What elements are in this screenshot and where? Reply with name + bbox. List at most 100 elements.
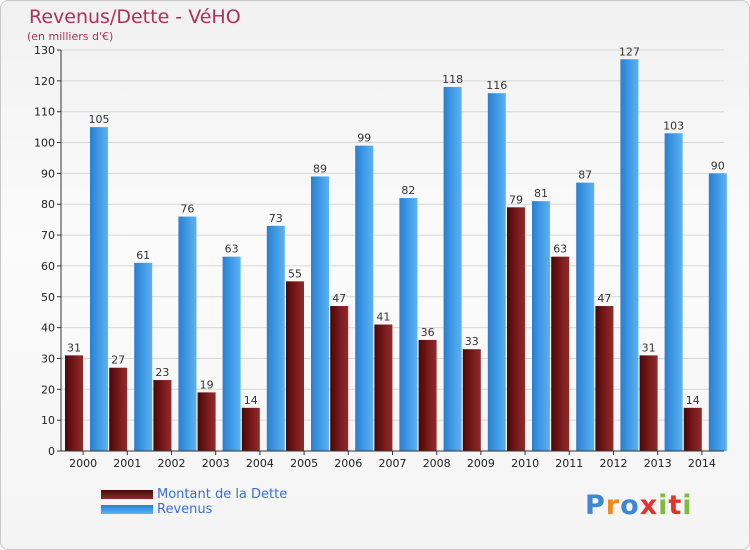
x-tick-label: 2002 [158,457,186,470]
bar-dette [639,355,658,451]
bar-dette [551,256,570,451]
data-label-revenus: 63 [225,243,239,256]
x-tick-label: 2007 [379,457,407,470]
logo-letter: r [605,490,621,521]
legend-label-revenus: Revenus [157,502,213,517]
bar-revenus [443,87,462,451]
x-tick-label: 2005 [290,457,318,470]
data-label-revenus: 118 [442,73,463,86]
legend-swatch-dette [101,490,153,499]
legend-swatch-revenus [101,505,153,514]
bar-dette [153,380,172,451]
data-label-revenus: 99 [357,132,371,145]
data-label-revenus: 81 [534,187,548,200]
x-tick-label: 2006 [334,457,362,470]
data-label-dette: 55 [288,267,302,280]
bar-revenus [708,173,727,451]
data-label-revenus: 90 [711,159,725,172]
y-tick-label: 50 [41,291,55,304]
y-tick-label: 120 [34,75,55,88]
data-label-dette: 19 [200,378,214,391]
y-tick-label: 80 [41,198,55,211]
y-tick-label: 70 [41,229,55,242]
data-label-dette: 31 [642,341,656,354]
logo-letter: o [620,490,640,521]
y-tick-label: 130 [34,44,55,57]
y-tick-label: 90 [41,167,55,180]
y-tick-label: 100 [34,137,55,150]
bar-dette [197,392,216,451]
bar-revenus [355,145,374,451]
bar-dette [462,349,481,451]
data-label-revenus: 116 [486,79,507,92]
data-label-dette: 14 [244,394,258,407]
bar-dette [507,207,525,451]
data-label-revenus: 127 [619,45,640,58]
bar-revenus [532,201,550,451]
bar-revenus [399,198,418,451]
y-tick-label: 10 [41,414,55,427]
bar-dette [241,407,260,451]
x-tick-label: 2012 [600,457,628,470]
logo-letter: x [639,490,659,521]
bar-dette [330,306,349,451]
data-label-dette: 23 [155,366,169,379]
x-tick-label: 2008 [423,457,451,470]
proxiti-logo: Proxiti [585,490,693,521]
x-tick-label: 2009 [467,457,495,470]
data-label-revenus: 105 [89,113,110,126]
data-label-revenus: 103 [663,119,684,132]
data-label-revenus: 73 [269,212,283,225]
legend-label-dette: Montant de la Dette [157,487,288,502]
bar-dette [683,407,702,451]
bar-revenus [266,225,285,451]
data-label-dette: 31 [67,341,81,354]
data-label-dette: 63 [553,243,567,256]
bar-dette [595,306,614,451]
logo-letter: t [668,490,683,521]
bar-revenus [178,216,197,451]
data-label-dette: 47 [332,292,346,305]
data-label-dette: 33 [465,335,479,348]
chart-title: Revenus/Dette - VéHO [29,6,241,28]
y-tick-label: 60 [41,260,55,273]
x-tick-label: 2014 [688,457,716,470]
x-tick-label: 2003 [202,457,230,470]
y-tick-label: 40 [41,322,55,335]
logo-letter: i [658,490,669,521]
bar-revenus [222,256,241,451]
bar-revenus [487,93,506,451]
bar-revenus [90,127,108,451]
bar-dette [109,367,128,451]
logo-letter: P [585,490,606,521]
bar-dette [374,324,393,451]
data-label-dette: 47 [597,292,611,305]
bar-dette [418,339,437,451]
bar-revenus [620,59,639,451]
y-tick-label: 110 [34,106,55,119]
bar-revenus [664,133,683,452]
data-label-revenus: 76 [180,203,194,216]
x-tick-label: 2004 [246,457,274,470]
data-label-revenus: 87 [578,169,592,182]
x-tick-label: 2001 [113,457,141,470]
bar-dette [286,281,304,451]
chart-subtitle: (en milliers d'€) [27,30,114,43]
bar-revenus [311,176,329,451]
data-label-dette: 27 [111,354,125,367]
data-label-revenus: 61 [136,249,150,262]
x-tick-label: 2010 [511,457,539,470]
bar-revenus [134,262,153,451]
y-tick-label: 0 [48,445,55,458]
data-label-dette: 36 [421,326,435,339]
y-tick-label: 30 [41,352,55,365]
logo-letter: i [682,490,693,521]
data-label-revenus: 89 [313,162,327,175]
y-tick-label: 20 [41,383,55,396]
bar-dette [65,355,83,451]
data-label-dette: 41 [376,311,390,324]
data-label-dette: 79 [509,193,523,206]
data-label-revenus: 82 [401,184,415,197]
